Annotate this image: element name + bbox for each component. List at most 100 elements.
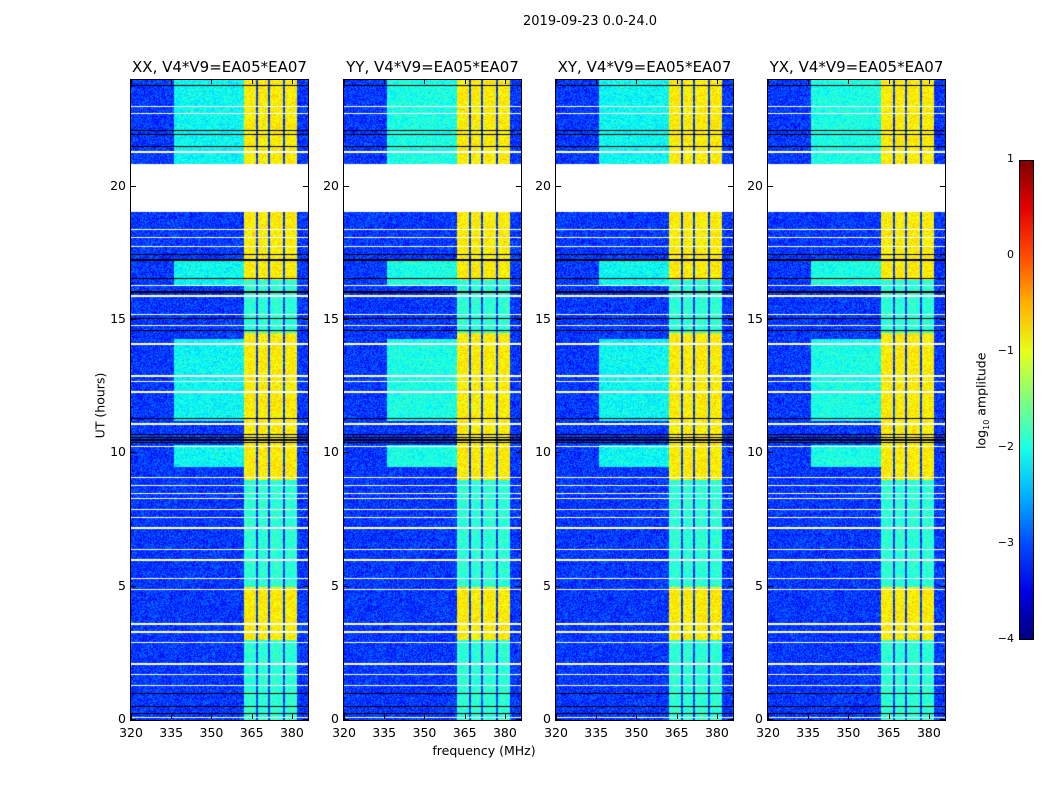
x-tick-mark: [556, 714, 557, 719]
x-tick-mark: [716, 714, 718, 719]
y-tick-mark: [516, 719, 521, 720]
x-tick-label: 350: [199, 725, 224, 740]
x-tick-mark: [596, 714, 598, 719]
y-tick-label: 5: [755, 577, 763, 593]
y-tick-mark: [556, 585, 561, 587]
figure-title: 2019-09-23 0.0-24.0: [523, 14, 657, 29]
y-tick-label: 0: [543, 711, 551, 726]
y-tick-mark: [728, 185, 733, 187]
y-tick-mark: [344, 719, 349, 720]
colorbar-tick-label: −3: [997, 536, 1014, 549]
y-tick-label: 20: [110, 177, 126, 193]
colorbar-tick-label: −1: [997, 344, 1014, 357]
y-tick-mark: [728, 319, 733, 320]
x-tick-label: 320: [756, 725, 780, 740]
x-tick-mark: [676, 714, 678, 719]
y-tick-mark: [344, 585, 349, 587]
x-tick-label: 365: [876, 725, 901, 740]
colorbar-tick-label: −2: [997, 440, 1014, 453]
y-tick-label: 0: [755, 711, 763, 726]
y-tick-label: 10: [747, 444, 763, 460]
y-tick-mark: [768, 719, 773, 720]
y-tick-label: 0: [118, 711, 126, 726]
y-tick-mark: [131, 185, 136, 187]
y-tick-label: 10: [535, 444, 551, 460]
spectrogram-panel-4: YX, V4*V9=EA05*EA07 0 5 10 15 20 320 335 350 365 3…: [747, 58, 946, 740]
x-tick-label: 320: [544, 725, 568, 740]
y-tick-mark: [516, 585, 521, 587]
spectrogram-image: [768, 80, 945, 720]
spectrogram-image: [344, 80, 521, 720]
x-tick-mark: [131, 79, 132, 84]
y-tick-mark: [303, 319, 308, 320]
y-tick-mark: [303, 185, 308, 187]
x-tick-mark: [636, 714, 638, 719]
x-tick-mark: [596, 79, 598, 84]
x-tick-mark: [211, 79, 213, 84]
x-tick-label: 335: [159, 725, 184, 740]
y-tick-mark: [303, 452, 308, 454]
x-axis-label: frequency (MHz): [432, 743, 536, 758]
panel-title: XX, V4*V9=EA05*EA07: [132, 58, 307, 76]
y-tick-mark: [131, 585, 136, 587]
x-tick-mark: [344, 714, 345, 719]
y-tick-label: 15: [747, 311, 763, 326]
x-tick-label: 320: [119, 725, 143, 740]
x-tick-mark: [464, 714, 466, 719]
y-tick-mark: [768, 319, 773, 320]
y-tick-label: 10: [110, 444, 126, 460]
y-tick-mark: [768, 585, 773, 587]
x-tick-mark: [384, 714, 386, 719]
x-tick-mark: [504, 79, 506, 84]
y-tick-mark: [728, 452, 733, 454]
y-tick-label: 5: [543, 577, 551, 593]
y-tick-mark: [516, 185, 521, 187]
y-tick-label: 5: [118, 577, 126, 593]
x-tick-mark: [211, 714, 213, 719]
y-tick-label: 15: [535, 311, 551, 326]
y-tick-mark: [940, 185, 945, 187]
y-tick-label: 15: [323, 311, 339, 326]
y-tick-mark: [131, 319, 136, 320]
y-tick-mark: [768, 185, 773, 187]
x-tick-mark: [848, 79, 850, 84]
panel-title: XY, V4*V9=EA05*EA07: [557, 58, 732, 76]
x-tick-label: 350: [624, 725, 649, 740]
y-tick-mark: [728, 719, 733, 720]
panel-title: YY, V4*V9=EA05*EA07: [346, 58, 519, 76]
x-tick-mark: [848, 714, 850, 719]
x-tick-mark: [251, 79, 253, 84]
spectrogram-panel-1: XX, V4*V9=EA05*EA07 0 5 10 15 20 320 335 350 365 3…: [110, 58, 309, 740]
x-tick-label: 335: [796, 725, 821, 740]
y-tick-label: 20: [747, 177, 763, 193]
y-tick-mark: [303, 585, 308, 587]
colorbar-label-sub: 10: [981, 419, 991, 430]
y-tick-label: 20: [323, 177, 339, 193]
x-tick-mark: [504, 714, 506, 719]
x-tick-label: 380: [279, 725, 304, 740]
y-tick-mark: [303, 719, 308, 720]
x-tick-mark: [291, 714, 293, 719]
y-tick-mark: [940, 452, 945, 454]
x-tick-mark: [251, 714, 253, 719]
x-tick-label: 365: [664, 725, 689, 740]
x-tick-label: 380: [704, 725, 729, 740]
y-tick-mark: [940, 719, 945, 720]
spectrogram-image: [131, 80, 308, 720]
y-tick-label: 15: [110, 311, 126, 326]
panel-title: YX, V4*V9=EA05*EA07: [769, 58, 944, 76]
colorbar-label: log10 amplitude: [973, 341, 991, 461]
colorbar-tick-label: −4: [997, 632, 1014, 645]
x-tick-label: 335: [584, 725, 609, 740]
y-tick-mark: [556, 319, 561, 320]
colorbar-label-rest: amplitude: [973, 352, 989, 420]
y-tick-label: 20: [535, 177, 551, 193]
spectrogram-image: [556, 80, 733, 720]
x-tick-label: 320: [332, 725, 356, 740]
y-tick-mark: [516, 452, 521, 454]
y-tick-label: 5: [331, 577, 339, 593]
x-tick-mark: [344, 79, 345, 84]
x-tick-mark: [464, 79, 466, 84]
x-tick-mark: [928, 714, 930, 719]
x-tick-label: 380: [916, 725, 941, 740]
